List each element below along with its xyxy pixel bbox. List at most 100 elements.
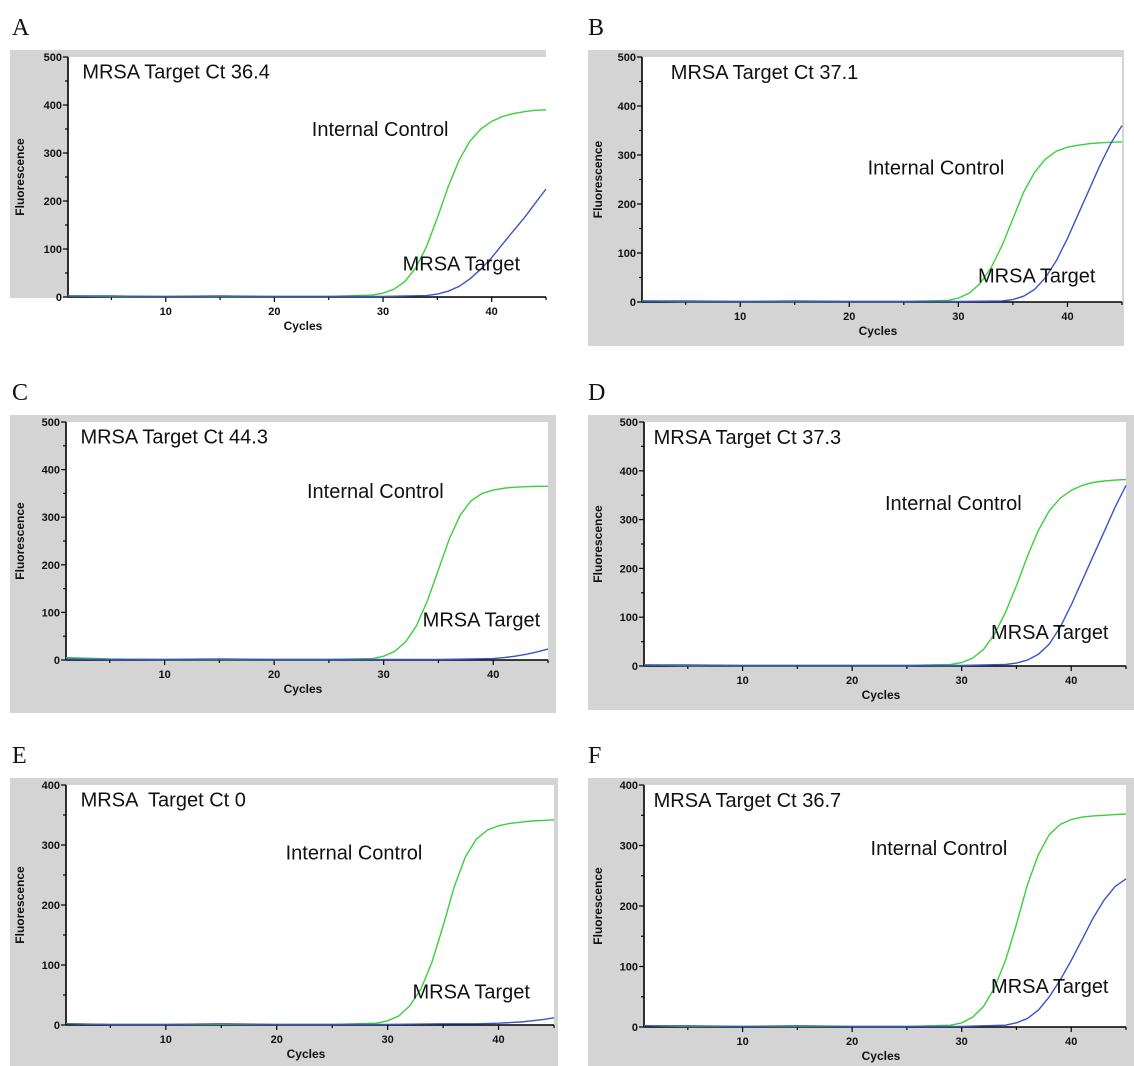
y-tick-label: 400 [618,101,636,113]
y-tick-label: 400 [620,780,638,792]
y-tick-label: 200 [42,900,60,912]
x-axis-label: Cycles [287,1047,326,1061]
x-tick-label: 40 [1065,675,1077,687]
panel-letter: E [12,743,27,769]
x-tick-label: 40 [1061,311,1073,323]
plot-area [68,57,546,297]
mrsa-target-label: MRSA Target [403,254,521,276]
y-tick-label: 400 [42,780,60,792]
y-tick-label: 0 [54,1020,60,1032]
y-tick-label: 100 [618,248,636,260]
plot-area [66,422,548,660]
x-tick-label: 20 [843,311,855,323]
panel-c: C 0 100 200 300 400 500 10 20 30 40 Cycles Fluoresce… [10,380,556,713]
x-axis-label: Cycles [862,1049,901,1063]
x-tick-label: 40 [1065,1036,1077,1048]
y-tick-label: 400 [620,466,638,478]
mrsa-target-label: MRSA Target [978,265,1096,287]
panel-letter: B [588,15,604,41]
chart-title: MRSA Target Ct 44.3 [80,426,268,448]
panel-letter: D [588,380,605,406]
internal-control-label: Internal Control [868,158,1005,180]
panel-letter: C [12,380,28,406]
y-tick-label: 200 [620,563,638,575]
y-axis-label: Fluorescence [591,867,605,945]
y-tick-label: 300 [618,150,636,162]
y-tick-label: 200 [42,560,60,572]
mrsa-target-line [65,648,549,661]
panel-f: F 0 100 200 300 400 10 20 30 40 Cycles Fluorescence… [588,743,1134,1066]
y-tick-label: 100 [620,612,638,624]
x-tick-label: 30 [382,1034,394,1046]
mrsa-target-line [644,878,1127,1028]
x-tick-label: 30 [956,675,968,687]
chart-title: MRSA Target Ct 36.4 [82,62,270,84]
x-tick-label: 20 [268,669,280,681]
panel-letter: A [12,15,30,41]
y-tick-label: 100 [620,962,638,974]
y-tick-label: 200 [618,199,636,211]
x-tick-label: 10 [736,1036,748,1048]
x-tick-label: 30 [378,669,390,681]
y-tick-label: 500 [42,417,60,429]
y-tick-label: 0 [56,292,62,304]
y-tick-label: 0 [632,1022,638,1034]
x-axis-label: Cycles [862,688,901,702]
y-tick-label: 0 [630,297,636,309]
plot-area [644,422,1126,666]
x-tick-label: 20 [268,306,280,318]
y-axis-label: Fluorescence [591,140,605,218]
y-tick-label: 400 [42,465,60,477]
mrsa-target-line [642,125,1123,303]
chart-title: MRSA Target Ct 36.7 [654,790,842,812]
x-axis-label: Cycles [284,319,323,333]
y-tick-label: 200 [620,901,638,913]
y-tick-label: 200 [44,196,62,208]
mrsa-target-label: MRSA Target [991,976,1109,998]
y-axis-label: Fluorescence [13,502,27,580]
plot-area [66,785,554,1025]
panel-letter: F [588,743,601,769]
y-tick-label: 100 [44,244,62,256]
y-tick-label: 400 [44,100,62,112]
mrsa-target-label: MRSA Target [423,610,541,632]
y-tick-label: 100 [42,607,60,619]
panel-d: D 0 100 200 300 400 500 10 20 30 40 Cycles Fluoresce… [588,380,1134,710]
mrsa-target-label: MRSA Target [412,982,530,1004]
y-tick-label: 300 [42,840,60,852]
chart-title: MRSA Target Ct 37.1 [671,62,859,84]
y-tick-label: 500 [620,417,638,429]
x-tick-label: 10 [160,306,172,318]
y-axis-label: Fluorescence [13,138,27,216]
mrsa-target-line [65,1017,555,1026]
internal-control-label: Internal Control [885,493,1022,515]
internal-control-label: Internal Control [307,481,444,503]
y-tick-label: 0 [632,661,638,673]
panel-a: A 0 100 200 300 400 500 10 20 30 40 Cycles Fluoresce… [10,15,547,333]
internal-control-label: Internal Control [871,838,1008,860]
y-tick-label: 300 [620,841,638,853]
x-tick-label: 20 [846,675,858,687]
plot-area [644,785,1126,1027]
x-axis-label: Cycles [284,682,323,696]
mrsa-target-line [68,188,547,298]
x-tick-label: 10 [160,1034,172,1046]
y-axis-label: Fluorescence [13,866,27,944]
x-axis-label: Cycles [859,324,898,338]
x-tick-label: 30 [377,306,389,318]
x-tick-label: 40 [487,669,499,681]
y-tick-label: 300 [620,515,638,527]
x-tick-label: 10 [736,675,748,687]
x-tick-label: 40 [492,1034,504,1046]
internal-control-label: Internal Control [286,842,423,864]
internal-control-label: Internal Control [312,119,449,141]
y-axis-label: Fluorescence [591,505,605,583]
y-tick-label: 300 [44,148,62,160]
y-tick-label: 100 [42,960,60,972]
x-tick-label: 10 [158,669,170,681]
x-tick-label: 40 [486,306,498,318]
chart-title: MRSA Target Ct 37.3 [654,427,842,449]
plot-area [642,57,1122,302]
y-tick-label: 500 [44,52,62,64]
